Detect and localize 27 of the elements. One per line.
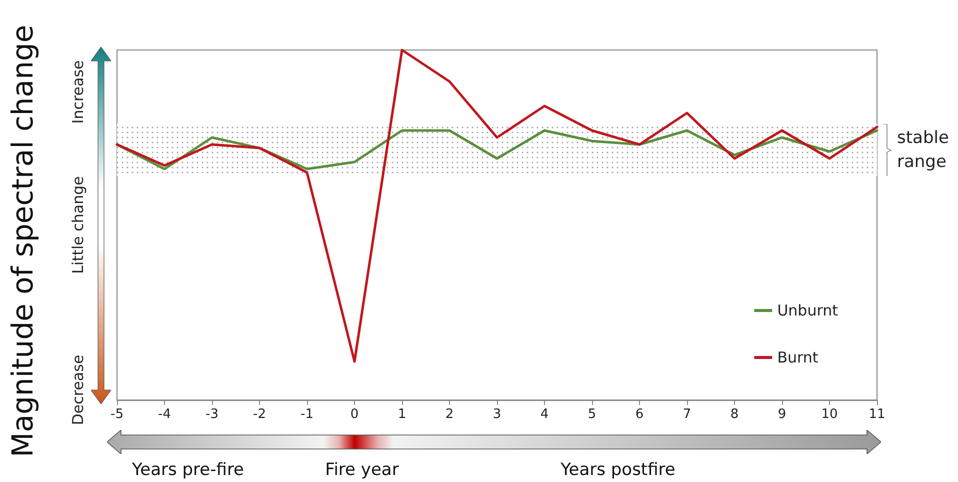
text: Years postfire [560, 460, 676, 480]
legend-label: Burnt [777, 348, 818, 366]
x-tick-label: -4 [158, 407, 171, 422]
text: Little change [69, 176, 87, 274]
x-tick-label: -1 [300, 407, 314, 422]
x-tick-label: 11 [868, 407, 886, 422]
x-tick-label: 5 [588, 407, 596, 422]
x-tick-label: -2 [253, 407, 266, 422]
text: Years pre-fire [130, 460, 244, 480]
x-tick-label: 0 [350, 407, 359, 422]
x-tick-label: 3 [492, 407, 502, 422]
x-tick-label: 8 [730, 407, 739, 422]
x-tick-label: 9 [778, 407, 786, 422]
text: Fire year [325, 460, 399, 480]
legend-label: Unburnt [777, 302, 838, 320]
x-tick-label: -3 [206, 407, 218, 422]
text: Decrease [69, 354, 87, 426]
x-tick-label: 1 [398, 407, 406, 422]
x-tick-label: 7 [682, 407, 692, 422]
text: Increase [69, 60, 87, 124]
band-label: stable range [897, 128, 954, 172]
x-tick-label: -5 [110, 407, 124, 422]
y-axis-title: Magnitude of spectral change [6, 24, 40, 458]
x-tick-label: 2 [445, 407, 454, 422]
x-tick-label: 4 [540, 407, 549, 422]
x-tick-label: 10 [821, 407, 838, 422]
x-tick-label: 6 [635, 407, 644, 422]
